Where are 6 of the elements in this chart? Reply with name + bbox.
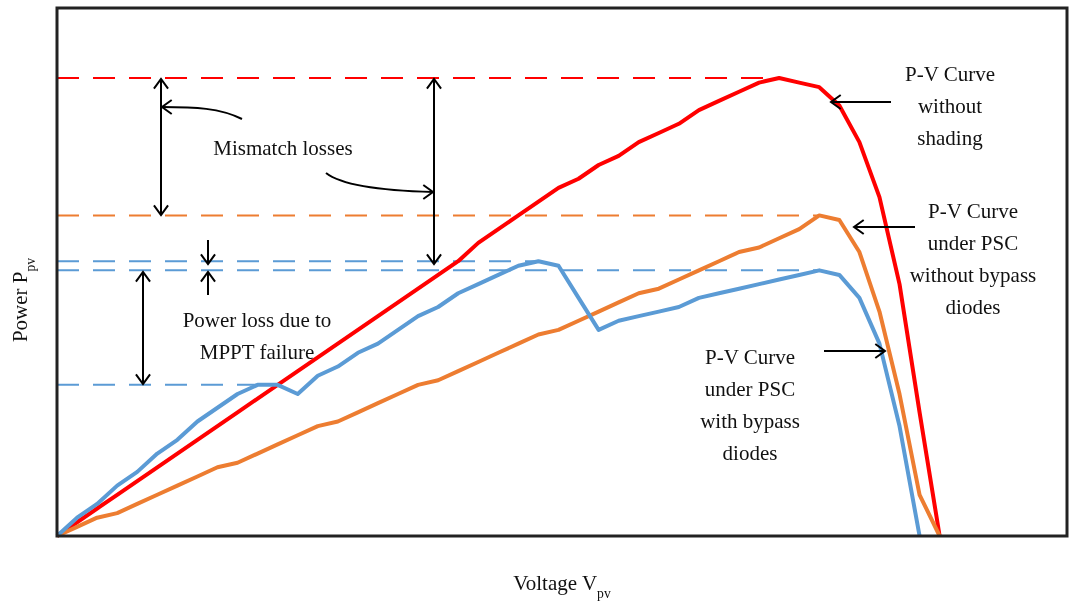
- x-axis-title: Voltage V$_{pv}$: [513, 571, 611, 601]
- annotation: P-V Curve under PSC with bypass diodes: [700, 345, 800, 465]
- annotation: Mismatch losses: [213, 136, 353, 160]
- annotation: P-V Curve without shading: [904, 62, 996, 150]
- annotation: Power loss due to MPPT failure: [182, 308, 332, 364]
- annotation: P-V Curve under PSC without bypass diodes: [909, 199, 1037, 319]
